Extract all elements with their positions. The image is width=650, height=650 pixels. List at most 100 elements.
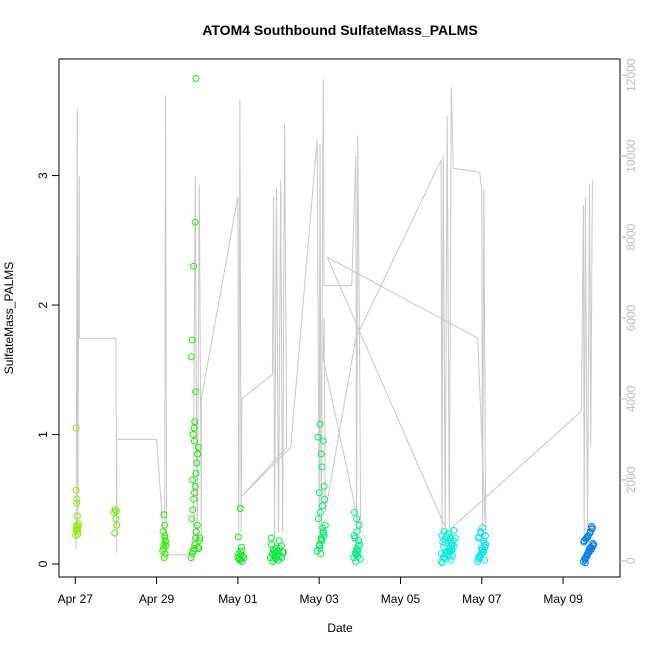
- data-point: [474, 555, 482, 563]
- data-point: [192, 74, 200, 82]
- data-point: [588, 525, 596, 533]
- y-tick-label: 1: [36, 431, 50, 438]
- data-point: [319, 437, 327, 445]
- data-point: [442, 555, 450, 563]
- data-point: [277, 542, 285, 550]
- y2-tick-label: 4000: [624, 385, 638, 412]
- data-point: [74, 526, 82, 534]
- data-point: [188, 515, 196, 523]
- data-point: [584, 533, 592, 541]
- data-point: [161, 550, 169, 558]
- y2-tick-label: 12000: [624, 58, 638, 92]
- data-point: [189, 506, 197, 514]
- y2-tick-label: 0: [624, 557, 638, 564]
- x-tick-label: May 01: [218, 592, 258, 606]
- data-point: [195, 545, 203, 552]
- data-point: [191, 482, 199, 490]
- x-tick-label: May 09: [543, 592, 583, 606]
- data-point: [238, 543, 245, 551]
- data-point: [449, 552, 457, 560]
- data-point: [190, 545, 198, 552]
- data-point: [267, 534, 275, 542]
- data-point: [192, 469, 200, 477]
- data-point: [481, 543, 489, 551]
- data-point: [475, 533, 483, 541]
- x-tick-label: Apr 29: [139, 592, 175, 606]
- data-point: [447, 556, 455, 564]
- data-point: [74, 530, 82, 538]
- data-point: [350, 532, 358, 540]
- data-point: [195, 537, 203, 545]
- y-tick-label: 3: [36, 172, 50, 179]
- data-point: [442, 548, 450, 556]
- data-point: [112, 515, 120, 523]
- data-point: [113, 521, 121, 529]
- y-axis-label: SulfateMass_PALMS: [2, 262, 16, 375]
- data-point: [160, 511, 168, 519]
- data-point: [190, 437, 198, 445]
- x-axis-label: Date: [327, 621, 353, 635]
- data-point: [193, 459, 201, 467]
- data-point: [451, 534, 459, 542]
- data-point: [73, 495, 81, 503]
- data-point: [581, 555, 589, 563]
- data-point: [314, 515, 322, 523]
- data-point: [73, 499, 80, 507]
- data-point: [318, 535, 326, 543]
- data-point: [317, 450, 325, 458]
- data-point: [354, 542, 362, 550]
- data-point: [192, 388, 200, 396]
- y-tick-label: 0: [36, 560, 50, 567]
- y-axis: 0 1 2 3: [36, 172, 59, 567]
- data-point: [353, 515, 361, 523]
- data-point: [188, 353, 195, 361]
- x-tick-label: May 07: [462, 592, 502, 606]
- data-point: [316, 545, 324, 552]
- chart-title: ATOM4 Southbound SulfateMass_PALMS: [202, 22, 477, 38]
- data-point: [440, 543, 448, 551]
- data-point: [240, 554, 248, 562]
- data-point: [447, 534, 454, 542]
- data-point: [194, 444, 202, 451]
- data-point: [111, 529, 119, 537]
- x-axis: Apr 27 Apr 29 May 01 May 03 May 05 May 07 May …: [58, 576, 583, 606]
- data-point: [191, 418, 199, 426]
- data-point: [188, 336, 196, 344]
- data-point: [190, 495, 198, 503]
- data-point: [269, 546, 277, 554]
- points-layer: [72, 74, 598, 567]
- data-point: [355, 537, 363, 545]
- data-point: [191, 218, 199, 226]
- data-point: [319, 524, 327, 532]
- data-point: [351, 508, 358, 516]
- data-point: [192, 528, 200, 536]
- data-point: [316, 542, 324, 550]
- data-point: [317, 550, 325, 558]
- data-point: [321, 495, 328, 503]
- data-point: [586, 545, 593, 552]
- y-tick-label: 2: [36, 301, 50, 308]
- data-point: [353, 546, 361, 554]
- data-point: [314, 433, 322, 441]
- data-point: [589, 539, 597, 547]
- data-point: [160, 554, 168, 562]
- x-tick-label: May 03: [299, 592, 339, 606]
- data-point: [72, 486, 80, 494]
- data-point: [194, 543, 202, 551]
- data-point: [161, 532, 169, 540]
- data-point: [318, 463, 326, 471]
- data-point: [161, 521, 169, 529]
- data-point: [187, 554, 195, 562]
- data-point: [196, 534, 204, 542]
- data-point: [159, 528, 167, 536]
- data-point: [190, 262, 198, 270]
- data-point: [75, 520, 82, 528]
- data-point: [236, 504, 244, 512]
- data-point: [480, 539, 488, 547]
- data-point: [355, 521, 363, 529]
- data-point: [74, 523, 82, 530]
- data-point: [583, 551, 591, 559]
- data-point: [112, 507, 120, 515]
- data-point: [73, 512, 81, 520]
